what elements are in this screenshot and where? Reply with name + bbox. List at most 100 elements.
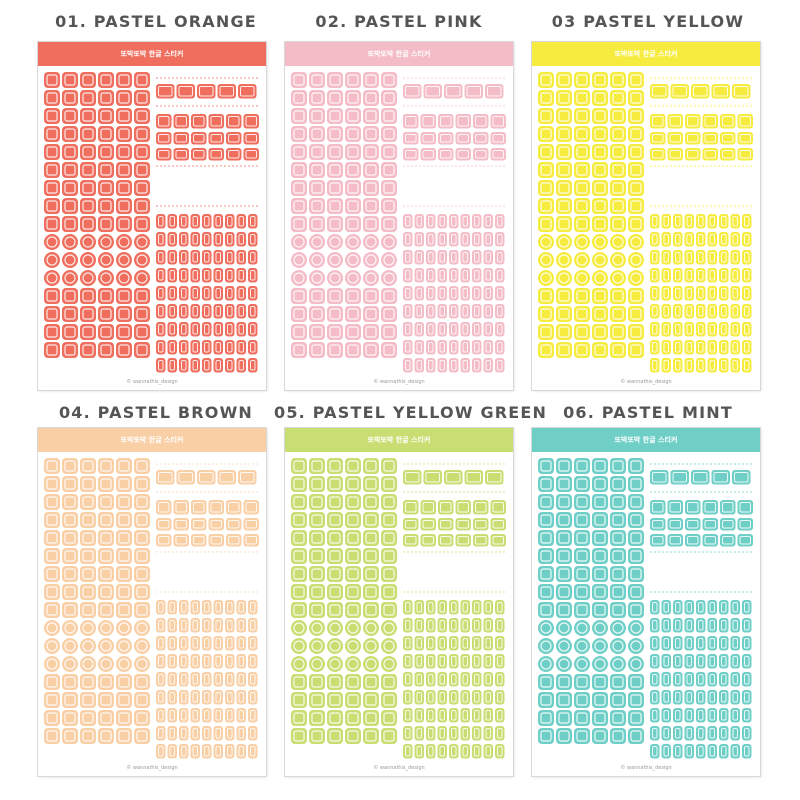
sticker-tile (62, 566, 78, 582)
sticker-tile (661, 340, 671, 355)
sticker-tile (696, 654, 706, 669)
sticker-tile (327, 530, 343, 546)
sticker-tile (291, 638, 307, 654)
sticker-tile (574, 566, 590, 582)
sticker-tile (592, 512, 608, 528)
sticker-tile (574, 476, 590, 492)
sticker-tile (574, 728, 590, 744)
sticker-tile (309, 692, 325, 708)
sticker-tile (248, 708, 258, 723)
sticker-tile (483, 654, 493, 669)
sticker-tile (381, 512, 397, 528)
sticker-tile (44, 108, 60, 124)
sticker-tile (236, 690, 246, 705)
sticker-tile (62, 198, 78, 214)
sticker-tile (438, 132, 454, 145)
sticker-tile (134, 494, 150, 510)
sticker-tile (309, 252, 325, 268)
sticker-tile (719, 304, 729, 319)
sticker-tile (403, 322, 413, 337)
sticker-tile (696, 304, 706, 319)
sticker-tile (179, 690, 189, 705)
sticker-tile (116, 324, 132, 340)
sticker-tile (538, 656, 554, 672)
sticker-tile (556, 270, 572, 286)
sticker-tile (173, 500, 189, 515)
sticker-tile (403, 232, 413, 247)
sheet-header-text: 또박또박 한글 스티커 (614, 436, 678, 444)
sticker-tile (464, 84, 483, 99)
sticker-tile (134, 216, 150, 232)
sticker-tile (98, 144, 114, 160)
sticker-tile (538, 252, 554, 268)
sticker-tile (426, 600, 436, 615)
sticker-tile (236, 618, 246, 633)
sticker-tile (116, 638, 132, 654)
sticker-tile (628, 476, 644, 492)
sticker-tile (98, 530, 114, 546)
sticker-tile (179, 322, 189, 337)
sticker-tile (167, 358, 177, 373)
sticker-tile (673, 214, 683, 229)
sticker-tile (98, 638, 114, 654)
sticker-tile (650, 690, 660, 705)
sticker-tile (684, 654, 694, 669)
sticker-tile (455, 114, 471, 129)
sticker-tile (696, 214, 706, 229)
sticker-tile (363, 458, 379, 474)
sticker-tile (190, 232, 200, 247)
sticker-tile (414, 600, 424, 615)
sticker-tile (426, 232, 436, 247)
sticker-tile (592, 656, 608, 672)
sticker-tile (650, 744, 660, 759)
sticker-tile (673, 340, 683, 355)
sticker-tile (437, 322, 447, 337)
sticker-tile (167, 744, 177, 759)
sticker-tile (403, 518, 419, 531)
sticker-tile (538, 476, 554, 492)
sticker-tile (202, 340, 212, 355)
sticker-tile (116, 674, 132, 690)
sticker-tile (730, 672, 740, 687)
sticker-tile (243, 518, 259, 531)
sticker-tile (381, 692, 397, 708)
sticker-tile (381, 548, 397, 564)
sticker-tile (327, 90, 343, 106)
sticker-tile (483, 358, 493, 373)
sticker-tile (80, 584, 96, 600)
sticker-tile (556, 234, 572, 250)
sticker-tile (719, 340, 729, 355)
sticker-tile (455, 500, 471, 515)
sticker-tile (720, 148, 736, 161)
sticker-tile (495, 744, 505, 759)
sticker-tile (248, 214, 258, 229)
sticker-tile (381, 126, 397, 142)
sticker-tile (327, 252, 343, 268)
sticker-tile (156, 132, 172, 145)
sticker-tile (156, 726, 166, 741)
sticker-tile (719, 672, 729, 687)
sticker-tile (574, 144, 590, 160)
sticker-tile (495, 268, 505, 283)
sheet-footer-text: © wannathis_design (373, 765, 425, 771)
sticker-tile (238, 84, 257, 99)
sticker-tile (667, 518, 683, 531)
sticker-tile (309, 288, 325, 304)
sticker-tile (80, 342, 96, 358)
sticker-tile (134, 324, 150, 340)
sticker-tile (44, 476, 60, 492)
sticker-tile (719, 654, 729, 669)
sticker-tile (217, 470, 236, 485)
sticker-tile (460, 654, 470, 669)
sticker-tile (202, 286, 212, 301)
sticker-tile (696, 232, 706, 247)
sticker-tile (173, 114, 189, 129)
sticker-tile (490, 500, 506, 515)
sticker-tile (438, 114, 454, 129)
sticker-tile (472, 214, 482, 229)
sticker-tile (684, 618, 694, 633)
sticker-tile (538, 512, 554, 528)
sticker-tile (191, 500, 207, 515)
sticker-tile (574, 216, 590, 232)
sticker-tile (44, 620, 60, 636)
